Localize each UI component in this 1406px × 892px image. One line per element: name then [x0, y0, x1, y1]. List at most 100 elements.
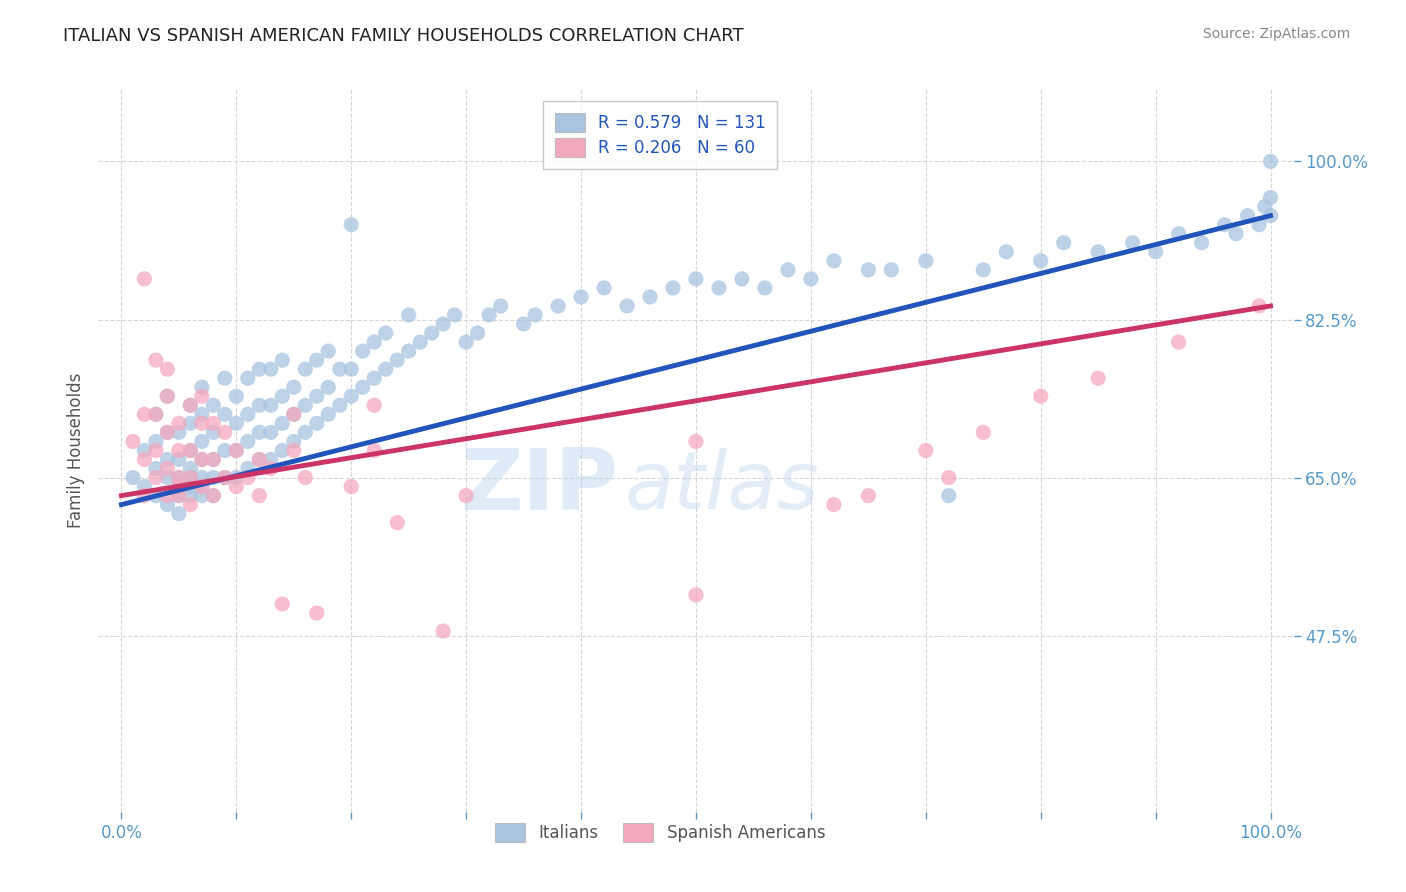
Point	[316, 380, 339, 394]
Point	[352, 380, 374, 394]
Point	[179, 443, 201, 458]
Point	[685, 434, 707, 449]
Point	[478, 308, 501, 322]
Point	[167, 452, 190, 467]
Text: ZIP: ZIP	[461, 445, 619, 528]
Point	[179, 398, 201, 412]
Point	[409, 334, 432, 349]
Point	[316, 344, 339, 359]
Point	[179, 417, 201, 431]
Point	[202, 417, 225, 431]
Point	[214, 425, 236, 440]
Point	[145, 353, 167, 368]
Point	[225, 417, 247, 431]
Point	[191, 417, 214, 431]
Point	[156, 425, 179, 440]
Point	[1213, 218, 1236, 232]
Point	[214, 470, 236, 484]
Point	[569, 290, 592, 304]
Point	[972, 425, 994, 440]
Point	[179, 461, 201, 475]
Point	[156, 452, 179, 467]
Point	[1225, 227, 1247, 241]
Point	[1029, 253, 1052, 268]
Point	[134, 452, 156, 467]
Point	[823, 498, 845, 512]
Point	[489, 299, 512, 313]
Point	[1260, 209, 1282, 223]
Point	[156, 389, 179, 403]
Point	[995, 244, 1018, 259]
Point	[363, 334, 385, 349]
Point	[167, 489, 190, 503]
Point	[260, 362, 283, 376]
Point	[1247, 218, 1270, 232]
Point	[858, 489, 880, 503]
Point	[191, 480, 214, 494]
Point	[156, 389, 179, 403]
Point	[167, 425, 190, 440]
Point	[363, 398, 385, 412]
Point	[236, 434, 259, 449]
Point	[247, 489, 270, 503]
Point	[191, 489, 214, 503]
Point	[156, 425, 179, 440]
Legend: Italians, Spanish Americans: Italians, Spanish Americans	[484, 812, 837, 854]
Point	[247, 452, 270, 467]
Point	[167, 507, 190, 521]
Point	[938, 470, 960, 484]
Point	[225, 470, 247, 484]
Point	[685, 272, 707, 286]
Point	[191, 470, 214, 484]
Point	[638, 290, 661, 304]
Point	[236, 461, 259, 475]
Point	[1260, 154, 1282, 169]
Point	[179, 398, 201, 412]
Point	[191, 480, 214, 494]
Point	[593, 281, 616, 295]
Point	[662, 281, 685, 295]
Point	[167, 480, 190, 494]
Point	[191, 380, 214, 394]
Point	[260, 398, 283, 412]
Point	[972, 263, 994, 277]
Point	[1254, 200, 1277, 214]
Point	[858, 263, 880, 277]
Point	[225, 443, 247, 458]
Point	[1087, 371, 1109, 385]
Point	[340, 218, 363, 232]
Point	[236, 470, 259, 484]
Point	[938, 489, 960, 503]
Point	[432, 317, 454, 331]
Point	[880, 263, 903, 277]
Point	[202, 425, 225, 440]
Point	[156, 470, 179, 484]
Point	[271, 443, 294, 458]
Point	[122, 470, 145, 484]
Point	[271, 389, 294, 403]
Point	[179, 470, 201, 484]
Point	[202, 489, 225, 503]
Point	[305, 353, 328, 368]
Point	[156, 362, 179, 376]
Point	[283, 443, 305, 458]
Point	[363, 443, 385, 458]
Point	[247, 398, 270, 412]
Point	[179, 470, 201, 484]
Point	[202, 452, 225, 467]
Point	[167, 480, 190, 494]
Point	[467, 326, 489, 340]
Point	[1260, 191, 1282, 205]
Point	[214, 407, 236, 422]
Point	[352, 344, 374, 359]
Point	[179, 498, 201, 512]
Point	[1053, 235, 1076, 250]
Point	[260, 461, 283, 475]
Point	[225, 443, 247, 458]
Point	[707, 281, 730, 295]
Point	[1247, 299, 1270, 313]
Point	[247, 362, 270, 376]
Point	[225, 480, 247, 494]
Point	[214, 470, 236, 484]
Point	[776, 263, 799, 277]
